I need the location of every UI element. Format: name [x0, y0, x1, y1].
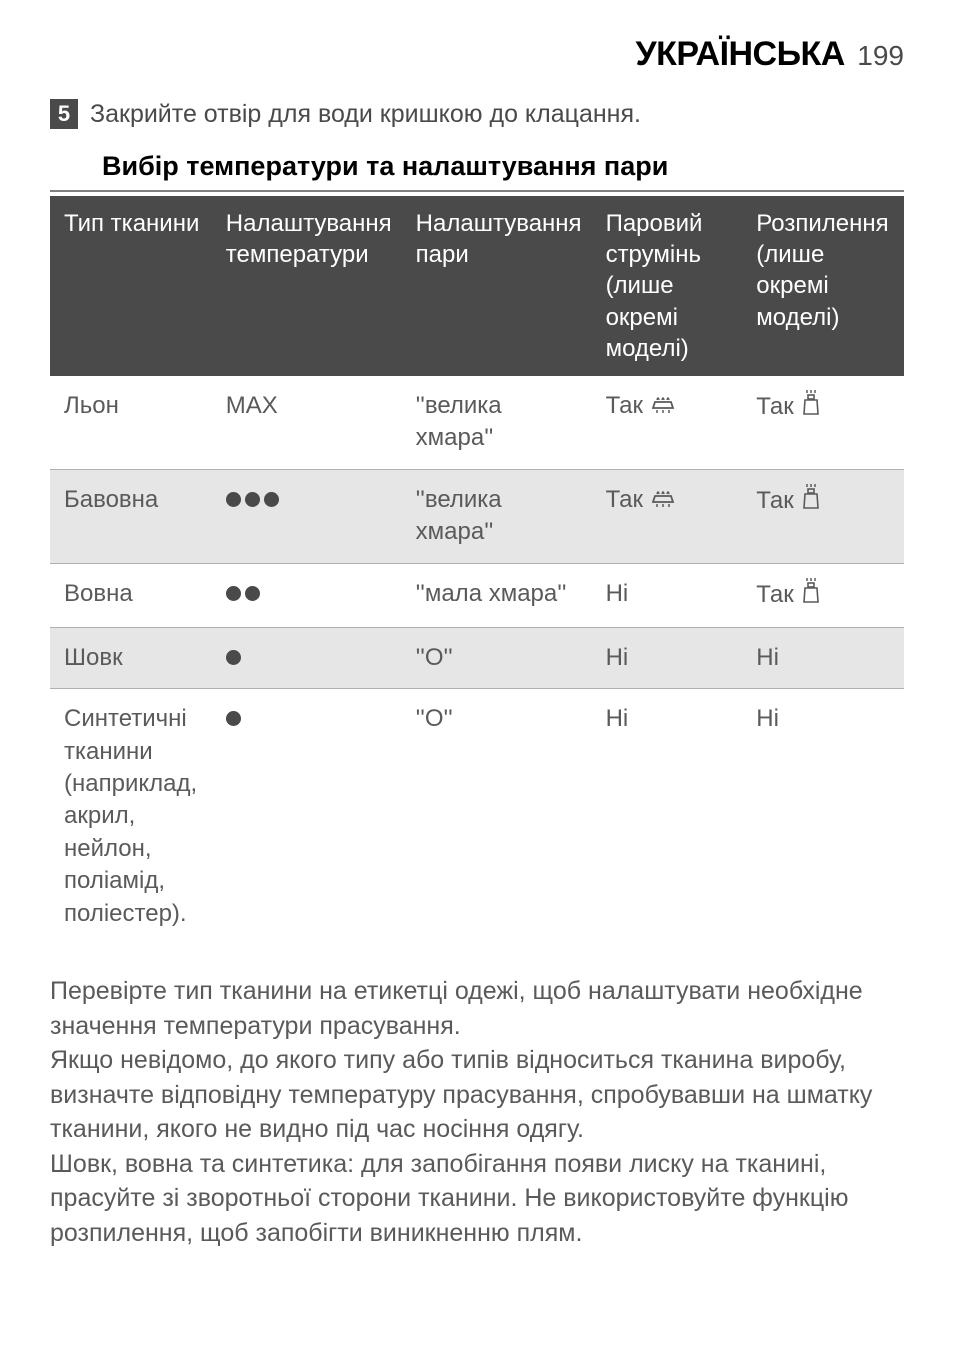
th-fabric: Тип тканини [50, 196, 212, 376]
dot-icon [226, 492, 241, 507]
spray-text: Так [756, 487, 793, 514]
dot-icon [226, 711, 241, 726]
cell-temp [212, 563, 402, 627]
dot-icon [245, 586, 260, 601]
page-number: 199 [857, 40, 904, 71]
cell-temp: MAX [212, 376, 402, 469]
spray-icon [800, 484, 822, 519]
spray-text: Ні [756, 644, 779, 671]
cell-steam: ''мала хмара'' [402, 563, 592, 627]
step-badge: 5 [50, 99, 78, 129]
boost-text: Ні [606, 644, 629, 671]
cell-temp [212, 627, 402, 688]
cell-steam: ''велика хмара'' [402, 469, 592, 563]
cell-spray: Ні [742, 627, 904, 688]
step-text: Закрийте отвір для води кришкою до клаца… [90, 100, 641, 129]
cell-steam: ''велика хмара'' [402, 376, 592, 469]
page-header: УКРАЇНСЬКА 199 [50, 35, 904, 74]
boost-text: Ні [606, 705, 629, 732]
th-spray: Розпилення (лише окремі моделі) [742, 196, 904, 376]
section-heading: Вибір температури та налаштування пари [50, 151, 904, 192]
temp-dots [226, 650, 241, 665]
temp-dots [226, 492, 279, 507]
temp-dots [226, 586, 260, 601]
table-row: Вовна ''мала хмара'' Ні Так [50, 563, 904, 627]
cell-fabric: Синтетичні тканини (наприклад, акрил, не… [50, 689, 212, 944]
table-row: Бавовна ''велика хмара'' Так Так [50, 469, 904, 563]
step-line: 5 Закрийте отвір для води кришкою до кла… [50, 99, 904, 129]
spray-icon [800, 390, 822, 425]
cell-boost: Так [592, 469, 743, 563]
cell-steam: ''O'' [402, 627, 592, 688]
cell-spray: Так [742, 563, 904, 627]
dot-icon [226, 586, 241, 601]
cell-boost: Так [592, 376, 743, 469]
cell-spray: Так [742, 376, 904, 469]
cell-spray: Ні [742, 689, 904, 944]
cell-steam: ''O'' [402, 689, 592, 944]
dot-icon [226, 650, 241, 665]
dot-icon [264, 492, 279, 507]
dot-icon [245, 492, 260, 507]
table-header-row: Тип тканини Налаштування температури Нал… [50, 196, 904, 376]
spray-text: Ні [756, 705, 779, 732]
steam-icon [649, 390, 677, 423]
th-temp: Налаштування температури [212, 196, 402, 376]
cell-boost: Ні [592, 627, 743, 688]
boost-text: Так [606, 392, 643, 419]
boost-text: Так [606, 486, 643, 513]
settings-table: Тип тканини Налаштування температури Нал… [50, 196, 904, 944]
cell-boost: Ні [592, 689, 743, 944]
th-steam: Налаштування пари [402, 196, 592, 376]
cell-fabric: Вовна [50, 563, 212, 627]
cell-temp [212, 689, 402, 944]
language-title: УКРАЇНСЬКА [635, 35, 844, 73]
th-boost: Паровий струмінь (лише окремі моделі) [592, 196, 743, 376]
cell-fabric: Шовк [50, 627, 212, 688]
cell-fabric: Льон [50, 376, 212, 469]
temp-dots [226, 711, 241, 726]
boost-text: Ні [606, 580, 629, 607]
steam-icon [649, 484, 677, 517]
table-row: Шовк ''O'' Ні Ні [50, 627, 904, 688]
table-row: ЛьонMAX''велика хмара'' Так Так [50, 376, 904, 469]
cell-fabric: Бавовна [50, 469, 212, 563]
body-text: Перевірте тип тканини на етикетці одежі,… [50, 974, 904, 1250]
spray-icon [800, 578, 822, 613]
cell-spray: Так [742, 469, 904, 563]
spray-text: Так [756, 581, 793, 608]
cell-temp [212, 469, 402, 563]
spray-text: Так [756, 393, 793, 420]
cell-boost: Ні [592, 563, 743, 627]
table-row: Синтетичні тканини (наприклад, акрил, не… [50, 689, 904, 944]
